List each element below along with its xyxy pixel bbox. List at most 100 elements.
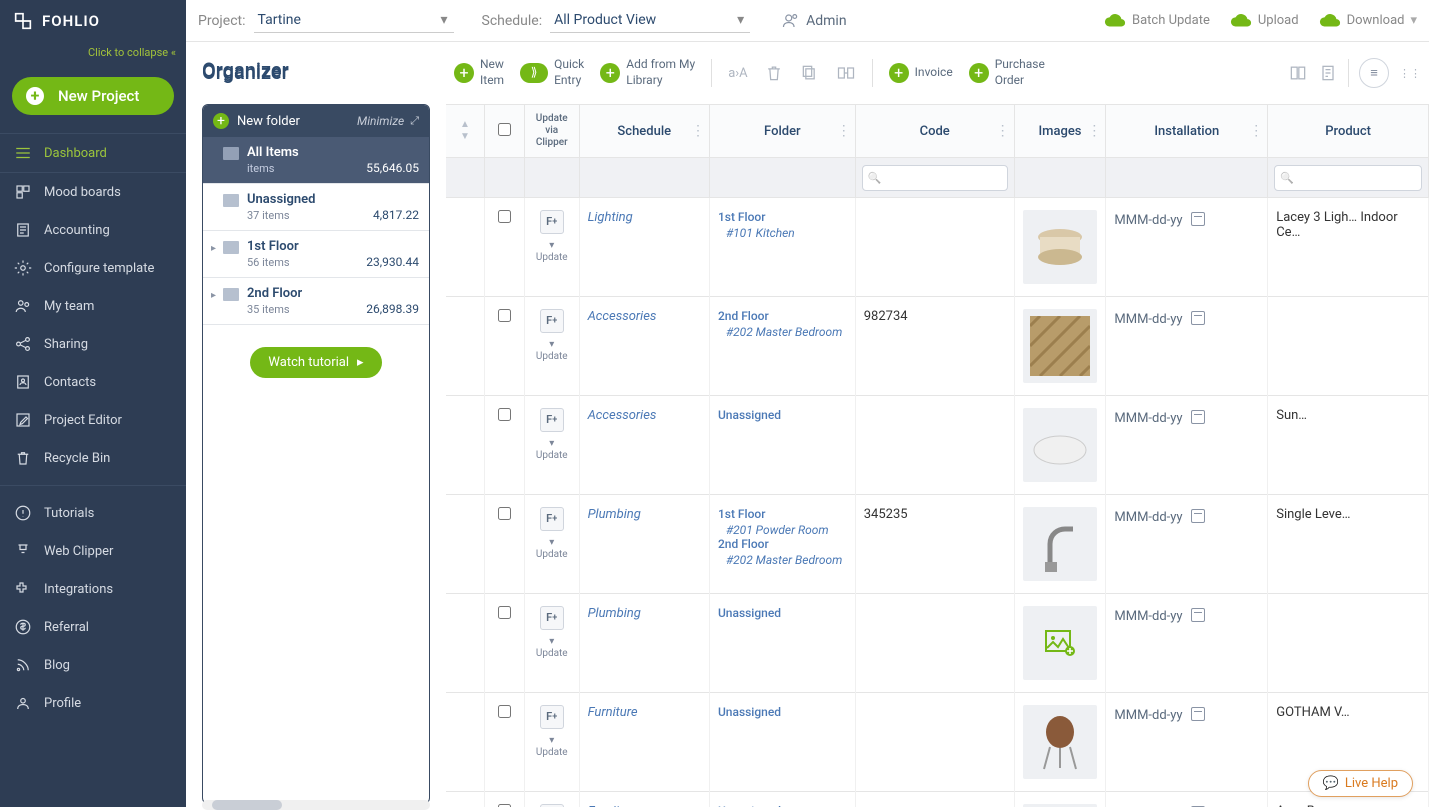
report-icon[interactable] — [1318, 63, 1338, 83]
code-cell[interactable] — [855, 396, 1014, 495]
trash-icon[interactable] — [764, 63, 784, 83]
update-link[interactable]: ▾ Update — [533, 636, 571, 660]
folder-unassigned[interactable]: Unassigned37 items4,817.22 — [203, 184, 429, 231]
update-link[interactable]: ▾ Update — [533, 735, 571, 759]
row-checkbox[interactable] — [498, 408, 511, 421]
schedule-link[interactable]: Plumbing — [588, 606, 641, 621]
code-cell[interactable] — [855, 792, 1014, 808]
batch-update-button[interactable]: Batch Update — [1104, 13, 1210, 29]
new-folder-button[interactable]: New folder — [237, 114, 300, 129]
product-cell[interactable] — [1268, 297, 1429, 396]
install-date[interactable]: MMM-dd-yy — [1114, 213, 1182, 228]
download-button[interactable]: Download ▾ — [1319, 13, 1417, 29]
nav-tutorials[interactable]: Tutorials — [0, 494, 186, 532]
row-checkbox[interactable] — [498, 309, 511, 322]
code-filter-input[interactable] — [862, 165, 1008, 191]
clipper-badge[interactable]: F+ — [540, 309, 564, 333]
clipper-badge[interactable]: F+ — [540, 408, 564, 432]
install-date[interactable]: MMM-dd-yy — [1114, 609, 1182, 624]
clipper-badge[interactable]: F+ — [540, 705, 564, 729]
nav-blog[interactable]: Blog — [0, 646, 186, 684]
install-date[interactable]: MMM-dd-yy — [1114, 510, 1182, 525]
folder-2nd-floor[interactable]: ▸2nd Floor35 items26,898.39 — [203, 278, 429, 325]
nav-web-clipper[interactable]: Web Clipper — [0, 532, 186, 570]
row-folder-sub[interactable]: #101 Kitchen — [726, 226, 847, 240]
calendar-icon[interactable] — [1191, 212, 1205, 226]
update-link[interactable]: ▾ Update — [533, 537, 571, 561]
calendar-icon[interactable] — [1191, 509, 1205, 523]
nav-dashboard[interactable]: Dashboard — [0, 133, 186, 173]
col-code[interactable]: Code⋮ — [855, 105, 1014, 158]
row-folder-main[interactable]: 2nd Floor — [718, 537, 847, 551]
nav-profile[interactable]: Profile — [0, 684, 186, 722]
image-thumbnail[interactable] — [1023, 309, 1097, 383]
menu-round-icon[interactable]: ≡ — [1359, 58, 1389, 88]
schedule-link[interactable]: Accessories — [588, 309, 657, 324]
text-case-icon[interactable]: a›A — [728, 66, 747, 81]
schedule-link[interactable]: Accessories — [588, 408, 657, 423]
row-folder-sub[interactable]: #201 Powder Room — [726, 523, 847, 537]
schedule-link[interactable]: Furniture — [588, 705, 638, 720]
new-item-button[interactable]: + New Item — [454, 57, 504, 88]
nav-referral[interactable]: Referral — [0, 608, 186, 646]
nav-my-team[interactable]: My team — [0, 287, 186, 325]
folder-all-items[interactable]: All Itemsitems55,646.05 — [203, 137, 429, 184]
calendar-icon[interactable] — [1191, 311, 1205, 325]
row-folder-sub[interactable]: #202 Master Bedroom — [726, 325, 847, 339]
calendar-icon[interactable] — [1191, 410, 1205, 424]
sort-arrows[interactable]: ▲▼ — [452, 120, 478, 142]
folder-1st-floor[interactable]: ▸1st Floor56 items23,930.44 — [203, 231, 429, 278]
code-cell[interactable]: 345235 — [855, 495, 1014, 594]
nav-configure-template[interactable]: Configure template — [0, 249, 186, 287]
install-date[interactable]: MMM-dd-yy — [1114, 411, 1182, 426]
install-date[interactable]: MMM-dd-yy — [1114, 708, 1182, 723]
code-cell[interactable] — [855, 594, 1014, 693]
image-thumbnail[interactable] — [1023, 705, 1097, 779]
project-select[interactable]: Tartine — [254, 8, 454, 33]
select-all-checkbox[interactable] — [498, 123, 511, 136]
row-folder-sub[interactable]: #202 Master Bedroom — [726, 553, 847, 567]
calendar-icon[interactable] — [1191, 707, 1205, 721]
col-installation[interactable]: Installation⋮ — [1106, 105, 1268, 158]
nav-integrations[interactable]: Integrations — [0, 570, 186, 608]
row-checkbox[interactable] — [498, 507, 511, 520]
col-schedule[interactable]: Schedule⋮ — [579, 105, 709, 158]
row-folder-main[interactable]: 1st Floor — [718, 507, 847, 521]
row-folder-main[interactable]: Unassigned — [718, 606, 847, 620]
schedule-link[interactable]: Plumbing — [588, 507, 641, 522]
code-cell[interactable] — [855, 693, 1014, 792]
product-cell[interactable]: Single Leve… — [1268, 495, 1429, 594]
purchase-order-button[interactable]: + Purchase Order — [969, 57, 1045, 88]
code-cell[interactable]: 982734 — [855, 297, 1014, 396]
minimize-button[interactable]: Minimize — [357, 114, 404, 128]
col-folder[interactable]: Folder⋮ — [709, 105, 855, 158]
calendar-icon[interactable] — [1191, 608, 1205, 622]
row-folder-main[interactable]: 1st Floor — [718, 210, 847, 224]
code-cell[interactable] — [855, 198, 1014, 297]
clipper-badge[interactable]: F+ — [540, 507, 564, 531]
product-cell[interactable]: Sun… — [1268, 396, 1429, 495]
quick-entry-button[interactable]: ⟫ Quick Entry — [520, 57, 584, 88]
book-icon[interactable] — [1288, 63, 1308, 83]
schedule-select[interactable]: All Product View — [550, 8, 750, 33]
col-update[interactable]: Update via Clipper — [524, 105, 579, 158]
invoice-button[interactable]: + Invoice — [889, 63, 953, 83]
nav-contacts[interactable]: Contacts — [0, 363, 186, 401]
upload-button[interactable]: Upload — [1230, 13, 1299, 29]
image-thumbnail[interactable] — [1023, 210, 1097, 284]
row-folder-main[interactable]: 2nd Floor — [718, 309, 847, 323]
update-link[interactable]: ▾ Update — [533, 240, 571, 264]
nav-sharing[interactable]: Sharing — [0, 325, 186, 363]
row-folder-main[interactable]: Unassigned — [718, 408, 847, 422]
product-filter-input[interactable] — [1274, 165, 1422, 191]
collapse-sidebar[interactable]: Click to collapse « — [0, 42, 186, 67]
row-folder-main[interactable]: Unassigned — [718, 705, 847, 719]
update-link[interactable]: ▾ Update — [533, 438, 571, 462]
product-cell[interactable] — [1268, 594, 1429, 693]
schedule-link[interactable]: Lighting — [588, 210, 633, 225]
copy-icon[interactable] — [800, 63, 820, 83]
update-link[interactable]: ▾ Update — [533, 339, 571, 363]
install-date[interactable]: MMM-dd-yy — [1114, 312, 1182, 327]
nav-accounting[interactable]: Accounting — [0, 211, 186, 249]
drag-icon[interactable]: ⤢ — [410, 114, 419, 128]
